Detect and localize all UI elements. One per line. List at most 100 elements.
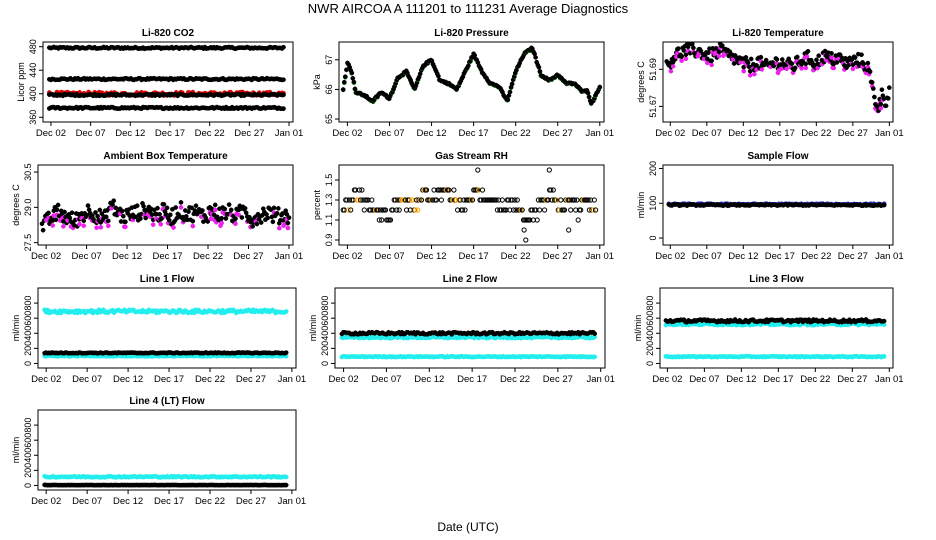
data-point	[352, 86, 358, 92]
shadow-point	[190, 223, 196, 229]
data-point	[679, 54, 684, 59]
x-tick-label: Dec 27	[543, 374, 573, 385]
data-point	[280, 211, 285, 216]
x-tick-label: Dec 27	[233, 251, 263, 262]
x-tick-label: Jan 01	[875, 251, 904, 262]
y-tick-label: 600	[320, 311, 330, 326]
data-point	[542, 207, 548, 213]
data-point	[534, 217, 540, 223]
shadow-point	[236, 212, 242, 218]
data-point	[103, 214, 109, 220]
data-point	[359, 187, 365, 193]
x-tick-label: Dec 12	[414, 374, 444, 385]
data-point	[509, 81, 515, 87]
data-point	[499, 197, 505, 203]
data-point	[55, 202, 61, 208]
shadow-point	[741, 68, 747, 74]
data-point	[519, 207, 525, 213]
x-tick-label: Dec 27	[234, 128, 264, 139]
data-point	[223, 216, 229, 221]
data-point	[758, 54, 764, 60]
data-point	[719, 43, 725, 48]
data-point	[885, 96, 891, 101]
data-point	[698, 48, 704, 54]
data-point	[503, 207, 509, 213]
data-point	[143, 215, 149, 221]
data-point	[512, 197, 518, 203]
data-point	[81, 218, 87, 224]
shadow-point	[668, 68, 674, 74]
data-point	[550, 187, 556, 193]
plot-points	[666, 201, 887, 209]
y-tick-label: 1.5	[324, 174, 334, 187]
data-point	[437, 187, 443, 193]
outlier-point	[475, 167, 481, 173]
data-point	[281, 92, 286, 98]
shadow-point	[850, 66, 856, 72]
y-tick-label: 0.9	[324, 234, 334, 247]
data-point	[438, 197, 444, 203]
data-point	[404, 207, 410, 213]
data-point	[592, 354, 598, 360]
figure-title: NWR AIRCOA A 111201 to 111231 Average Di…	[308, 1, 629, 16]
data-point	[360, 197, 366, 203]
y-axis-label: ml/min	[11, 437, 21, 464]
y-tick-label: 1.3	[324, 194, 334, 207]
data-point	[586, 94, 592, 100]
data-point	[571, 197, 578, 203]
data-point	[97, 207, 103, 213]
data-point	[433, 197, 440, 203]
data-point	[342, 74, 348, 80]
x-tick-label: Dec 22	[195, 496, 225, 507]
chart-title: Line 3 Flow	[749, 274, 804, 285]
data-point	[348, 207, 354, 213]
data-point	[161, 202, 167, 207]
y-tick-label: 360	[28, 110, 38, 125]
data-point	[814, 57, 819, 63]
x-tick-label: Dec 12	[115, 128, 145, 139]
data-point	[774, 57, 780, 62]
y-axis-label: ml/min	[11, 315, 21, 342]
data-point	[110, 202, 115, 207]
data-point	[84, 213, 90, 218]
data-point	[883, 103, 889, 109]
x-tick-label: Dec 22	[193, 251, 223, 262]
data-point	[852, 55, 858, 60]
data-point	[805, 48, 811, 54]
y-tick-label: 800	[23, 418, 33, 433]
data-point	[479, 187, 486, 193]
data-point	[493, 197, 499, 203]
y-tick-label: 200	[645, 341, 655, 356]
data-point	[283, 474, 289, 480]
data-point	[457, 197, 463, 203]
data-point	[259, 213, 265, 218]
x-tick-label: Dec 17	[154, 496, 184, 507]
x-tick-label: Dec 17	[763, 374, 793, 385]
y-tick-label: 400	[23, 448, 33, 463]
shadow-point	[878, 105, 884, 111]
data-point	[283, 309, 289, 314]
data-point	[816, 53, 822, 59]
x-tick-label: Dec 07	[689, 374, 719, 385]
y-axis-label: percent	[312, 189, 322, 220]
x-tick-label: Dec 27	[543, 128, 573, 139]
data-point	[350, 75, 356, 81]
data-point	[418, 197, 425, 203]
x-tick-label: Jan 01	[586, 251, 615, 262]
data-point	[792, 65, 798, 71]
shadow-point	[590, 207, 596, 213]
y-tick-label: 800	[645, 296, 655, 311]
data-point	[406, 197, 412, 203]
shadow-point	[94, 225, 99, 231]
shadow-point	[77, 221, 82, 227]
shadow-point	[799, 66, 804, 71]
data-point	[829, 50, 834, 56]
data-point	[548, 187, 554, 193]
y-tick-label: 30.5	[23, 163, 33, 181]
x-tick-label: Dec 02	[31, 374, 61, 385]
x-tick-label: Dec 02	[655, 251, 685, 262]
data-point	[283, 350, 289, 355]
